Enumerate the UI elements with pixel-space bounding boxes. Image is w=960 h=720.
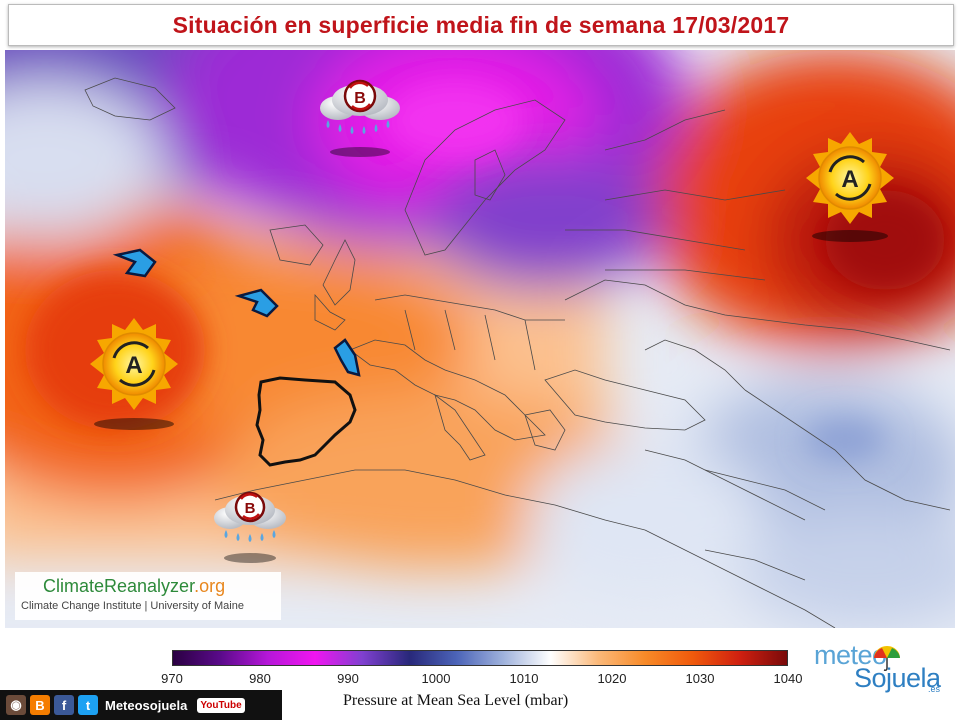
umbrella-icon <box>874 646 900 671</box>
high-pressure-sun-icon: A <box>90 318 178 410</box>
credit-brand-tld: .org <box>194 576 226 596</box>
credit-brand-main: ClimateReanalyzer <box>43 576 195 596</box>
wind-arrow-icon <box>234 288 279 318</box>
blogger-icon[interactable]: B <box>30 695 50 715</box>
instagram-icon[interactable]: ◉ <box>6 695 26 715</box>
title-bar: Situación en superficie media fin de sem… <box>8 4 954 46</box>
climate-reanalyzer-credit: ClimateReanalyzer.org Climate Change Ins… <box>15 572 281 620</box>
scale-tick-label: 1010 <box>509 671 539 686</box>
high-pressure-sun-icon: A <box>806 132 894 224</box>
scale-tick-label: 1020 <box>597 671 627 686</box>
low-pressure-rain-cloud-icon: B <box>214 491 286 542</box>
social-bar: ◉ B f t Meteosojuela YouTube <box>0 690 282 720</box>
meteosojuela-logo: meteo Sojuela .es <box>812 640 952 694</box>
high-pressure-east: A <box>806 132 894 242</box>
scale-caption: Pressure at Mean Sea Level (mbar) <box>343 692 569 709</box>
high-pressure-west: A <box>90 318 178 430</box>
iberian-peninsula-outline <box>255 376 357 467</box>
brand-suffix: .es <box>928 684 941 694</box>
svg-text:B: B <box>354 90 366 107</box>
low-pressure-north: B <box>320 79 400 157</box>
map-title: Situación en superficie media fin de sem… <box>172 11 790 38</box>
scale-tick-label: 1040 <box>773 671 803 686</box>
pressure-color-scale <box>172 650 788 666</box>
twitter-icon[interactable]: t <box>78 695 98 715</box>
low-pressure-rain-cloud-icon: B <box>320 79 400 134</box>
low-pressure-south: B <box>214 491 286 563</box>
svg-text:A: A <box>841 166 858 193</box>
scale-tick-label: 970 <box>161 671 183 686</box>
wind-arrow-icon <box>333 338 361 377</box>
credit-brand: ClimateReanalyzer.org <box>43 576 225 597</box>
svg-text:B: B <box>245 500 256 517</box>
pressure-map: A A B <box>5 50 955 628</box>
social-name[interactable]: Meteosojuela <box>105 697 188 713</box>
svg-text:A: A <box>125 352 142 379</box>
scale-tick-label: 1000 <box>421 671 451 686</box>
wind-arrow-icon <box>112 248 157 278</box>
facebook-icon[interactable]: f <box>54 695 74 715</box>
credit-subtitle: Climate Change Institute | University of… <box>21 600 244 612</box>
scale-tick-label: 1030 <box>685 671 715 686</box>
brand-line2: Sojuela <box>854 663 941 693</box>
scale-tick-label: 990 <box>337 671 359 686</box>
wind-arrows <box>112 248 361 377</box>
coastlines <box>84 77 951 628</box>
youtube-icon[interactable]: YouTube <box>197 697 245 713</box>
scale-tick-label: 980 <box>249 671 271 686</box>
